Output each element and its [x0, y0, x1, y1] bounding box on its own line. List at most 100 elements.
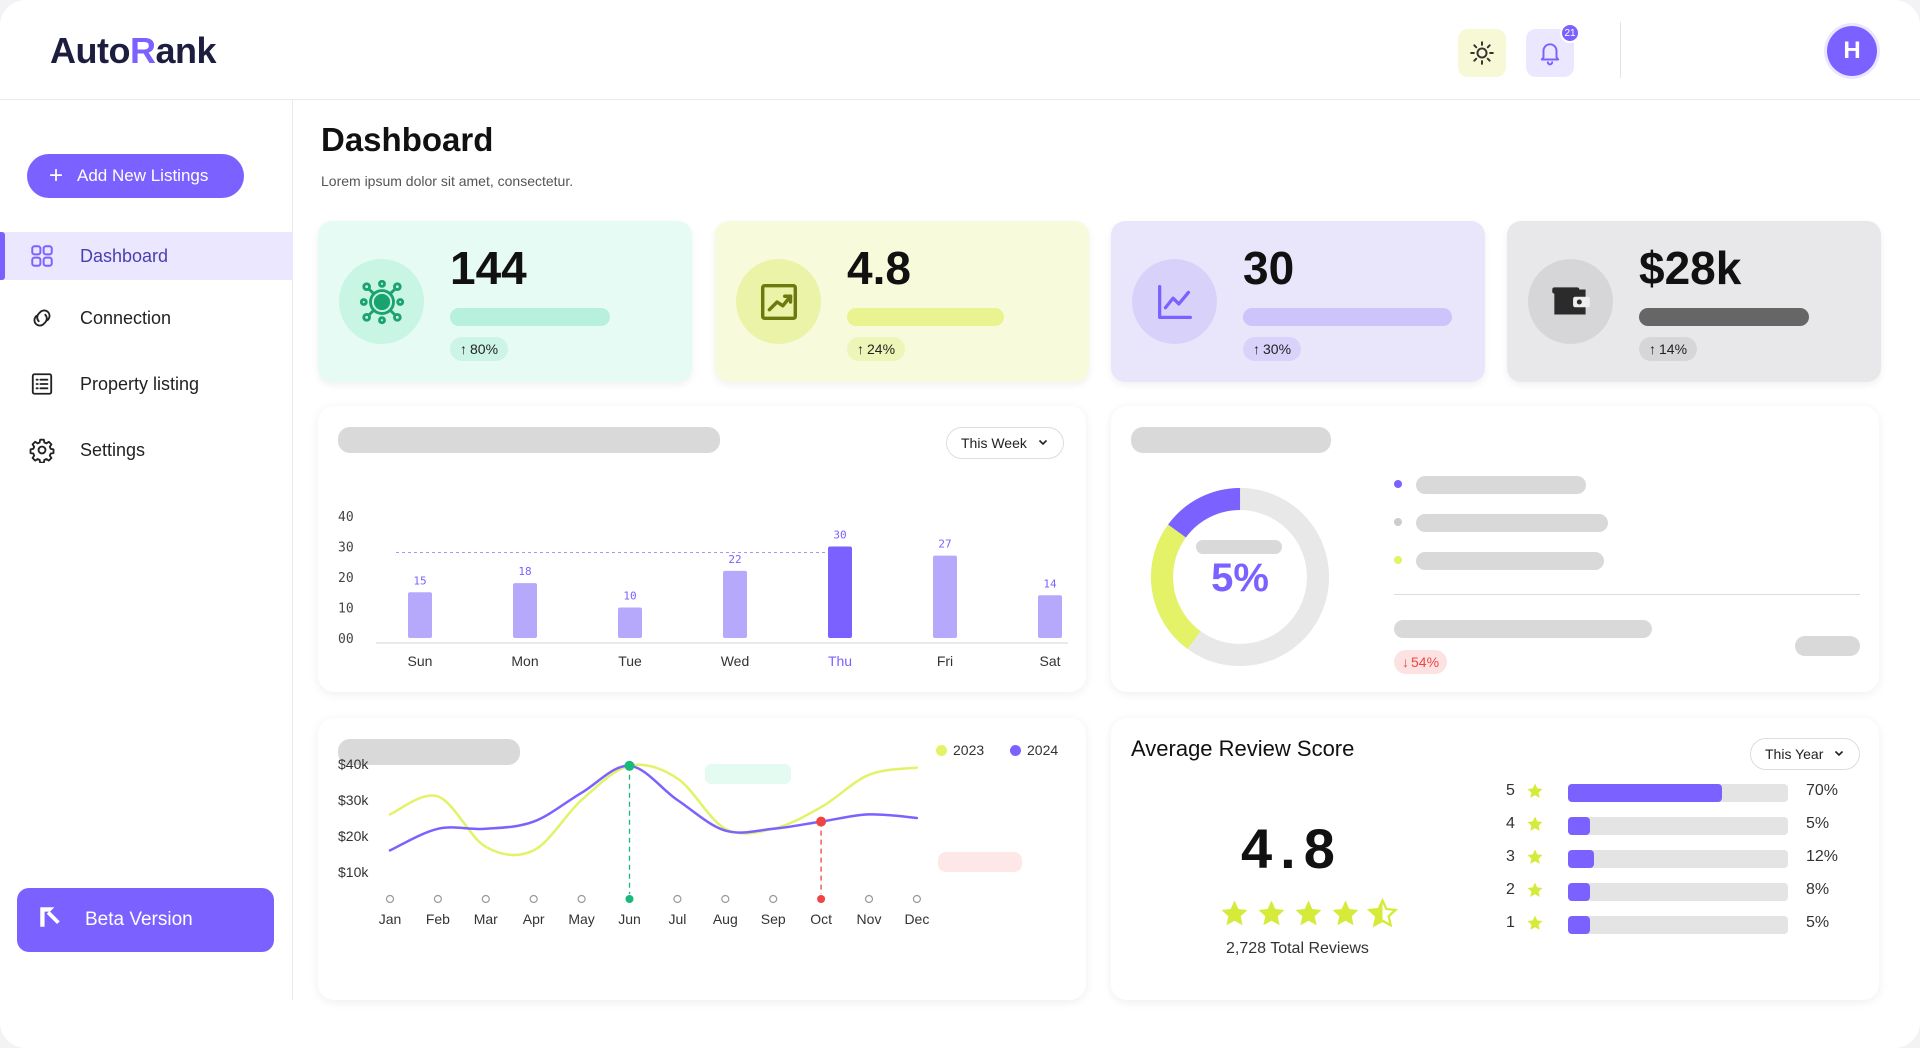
- trend-up-icon: [760, 283, 797, 320]
- bar-value-label: 14: [1043, 577, 1057, 590]
- stat-card-revenue: $28k ↑ 14%: [1507, 221, 1881, 382]
- donut-segment: [1151, 488, 1329, 666]
- stat-change-value: 14%: [1659, 341, 1688, 357]
- bell-icon: [1540, 43, 1560, 66]
- star-icon: [1526, 914, 1544, 937]
- x-tick-label: Dec: [904, 911, 929, 927]
- logo-mark-icon: [37, 904, 63, 936]
- x-tick-label: Oct: [810, 911, 832, 927]
- rating-percent-label: 12%: [1806, 848, 1839, 865]
- y-tick-label: 20: [338, 571, 354, 586]
- grid-icon: [28, 242, 56, 270]
- bar-value-label: 10: [623, 590, 636, 603]
- beta-version-button[interactable]: Beta Version: [17, 888, 274, 952]
- rating-percent-label: 70%: [1806, 782, 1839, 799]
- donut-segment: [1151, 488, 1329, 666]
- y-tick-label: $10k: [338, 864, 369, 880]
- rating-row: 2 8%: [1506, 879, 1836, 901]
- bar-value-label: 18: [518, 565, 531, 578]
- donut-center-value: 5%: [1211, 556, 1269, 600]
- wallet-icon: [1551, 286, 1590, 314]
- x-tick-label: May: [568, 911, 594, 927]
- sidebar: + Add New Listings Dashboard Connection: [0, 100, 293, 1000]
- notifications-button[interactable]: 21: [1526, 23, 1580, 77]
- stat-icon-circle: [339, 259, 424, 344]
- y-tick-label: 30: [338, 541, 354, 556]
- rating-percent-label: 5%: [1806, 914, 1830, 931]
- line-chart-icon: [1157, 284, 1192, 319]
- stat-card-listings: 144 ↑ 80%: [318, 221, 692, 382]
- x-tick-label: Sep: [761, 911, 786, 927]
- bar-value-label: 27: [938, 538, 951, 551]
- x-tick-label: Jun: [618, 911, 641, 927]
- app-logo[interactable]: AutoRank: [50, 30, 217, 72]
- page-title: Dashboard: [321, 121, 494, 158]
- rating-bar-track: [1568, 784, 1788, 802]
- x-marker: [864, 894, 874, 904]
- year-filter-dropdown[interactable]: This Year: [1750, 738, 1861, 770]
- theme-toggle-button[interactable]: [1458, 29, 1506, 77]
- x-tick-label: Mon: [511, 653, 538, 669]
- highlight-point: [816, 816, 827, 827]
- legend-dot: [1394, 480, 1402, 488]
- weekly-chart-card: This Week 00 10 20 30 40 15 Sun 18 Mon 10 Tue 22 Wed…: [318, 406, 1086, 692]
- stat-value: $28k: [1639, 242, 1742, 294]
- star-icon: [1526, 815, 1544, 838]
- stat-value: 4.8: [847, 242, 911, 294]
- trend-line-chart: $10k $20k $30k $40k Jan Feb Mar Apr May Jun Jul Aug…: [338, 756, 1022, 927]
- sidebar-item-dashboard[interactable]: Dashboard: [0, 232, 293, 280]
- x-tick-label: Tue: [618, 653, 642, 669]
- rating-bar-track: [1568, 883, 1788, 901]
- stat-icon-circle: [1132, 259, 1217, 344]
- rating-bar-fill: [1568, 817, 1590, 835]
- star-icon: [1526, 881, 1544, 904]
- x-tick-label: Mar: [474, 911, 498, 927]
- x-marker: [721, 894, 730, 904]
- legend-label: 2023: [953, 742, 985, 758]
- logo-prefix: Auto: [50, 30, 130, 71]
- stat-progress-bar: [1243, 308, 1452, 326]
- star-icon: [1219, 898, 1250, 934]
- y-tick-label: 00: [338, 632, 354, 647]
- legend-item-2023: 2023: [936, 742, 984, 758]
- rating-bar-track: [1568, 817, 1788, 835]
- donut-chart: [1151, 488, 1329, 666]
- y-tick-label: 10: [338, 602, 354, 617]
- x-tick-label: Feb: [426, 911, 450, 927]
- sidebar-item-connection[interactable]: Connection: [0, 294, 293, 342]
- stat-progress-bar: [847, 308, 1004, 326]
- link-icon: [28, 304, 56, 332]
- logo-mark: R: [129, 30, 156, 71]
- beta-button-label: Beta Version: [85, 909, 193, 930]
- plus-icon: +: [49, 162, 64, 189]
- arrow-up-icon: ↑: [857, 341, 864, 357]
- add-button-label: Add New Listings: [77, 166, 209, 185]
- x-tick-label: Nov: [857, 911, 882, 927]
- bar-thu: [828, 546, 852, 638]
- bar-fri: [933, 555, 957, 638]
- sidebar-item-label: Settings: [80, 439, 146, 460]
- dropdown-value: This Week: [961, 435, 1027, 451]
- week-filter-dropdown[interactable]: This Week: [946, 427, 1064, 459]
- review-score-card: Average Review Score This Year 4.8 2,728…: [1111, 718, 1879, 1000]
- user-avatar[interactable]: H: [1827, 26, 1877, 76]
- arrow-down-icon: ↓: [1402, 654, 1409, 670]
- legend-placeholder: [1416, 552, 1604, 570]
- rating-percent-label: 8%: [1806, 881, 1830, 898]
- chevron-down-icon: [1037, 435, 1049, 451]
- sidebar-item-property-listing[interactable]: Property listing: [0, 360, 293, 408]
- star-icon: [1293, 898, 1324, 934]
- sidebar-item-settings[interactable]: Settings: [0, 426, 293, 474]
- y-tick-label: $20k: [338, 828, 369, 844]
- add-new-listings-button[interactable]: + Add New Listings: [27, 154, 244, 198]
- x-tick-label: Sun: [408, 653, 433, 669]
- legend-placeholder: [1416, 476, 1586, 494]
- x-tick-label: Jul: [668, 911, 686, 927]
- bar-value-label: 15: [413, 574, 426, 587]
- sidebar-item-label: Connection: [80, 307, 172, 328]
- rating-row: 1 5%: [1506, 912, 1836, 934]
- rating-stars-label: 1: [1506, 914, 1515, 931]
- stat-change-value: 30%: [1263, 341, 1292, 357]
- donut-change-value: 54%: [1411, 654, 1440, 670]
- top-header: AutoRank 21 H: [0, 0, 1920, 100]
